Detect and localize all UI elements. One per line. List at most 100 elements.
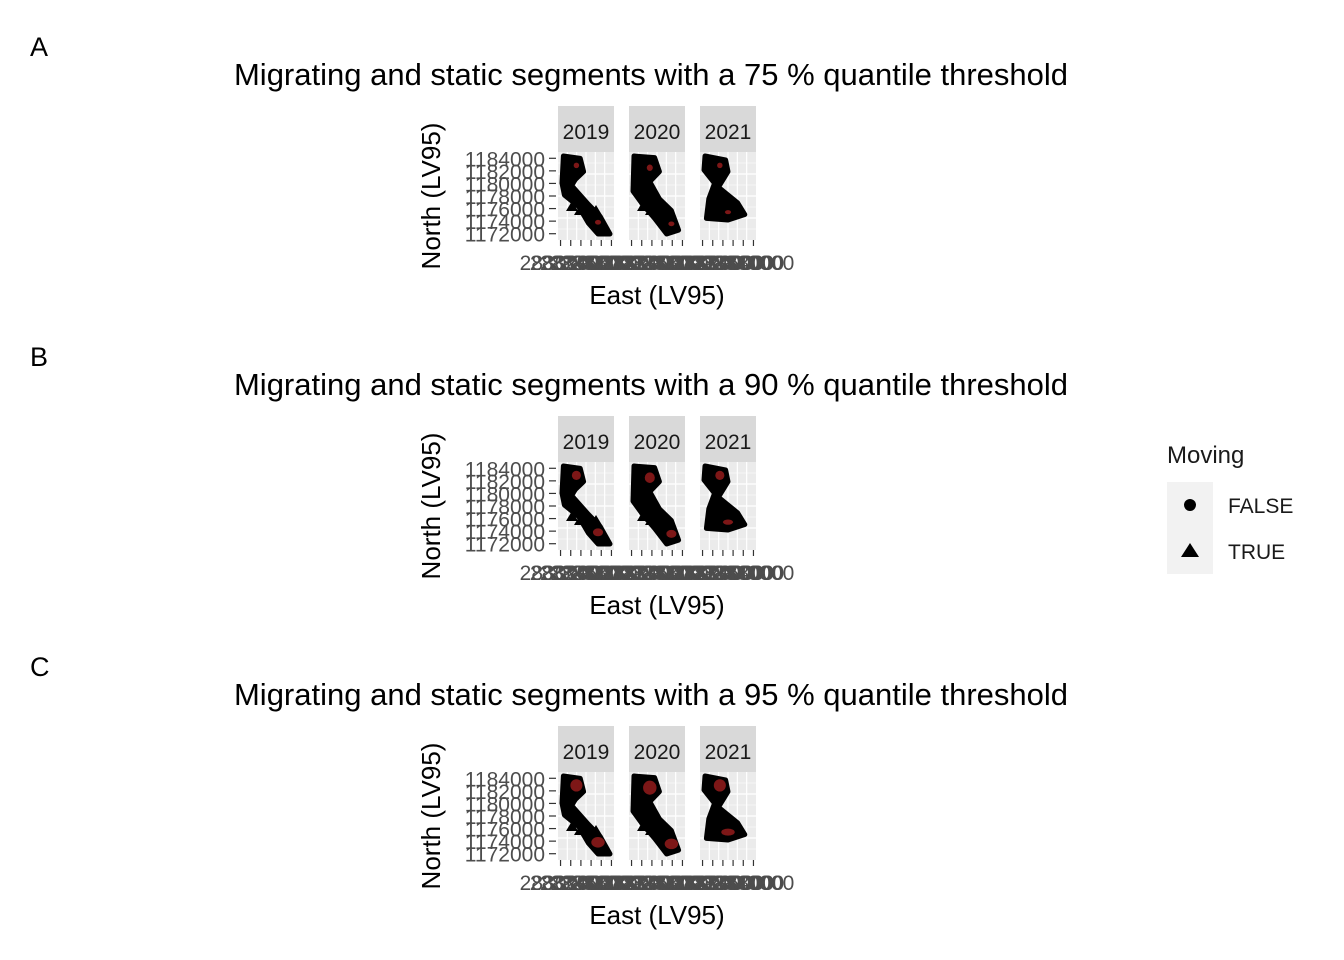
legend-label-true: TRUE: [1228, 541, 1285, 564]
y-tick-label: 1180000: [465, 173, 545, 196]
x-tick-label: 2832000: [672, 252, 754, 275]
moving-point: [574, 515, 586, 525]
x-tick-label: 2836000: [550, 252, 632, 275]
plot-row-A: A Migrating and static segments with a 75…: [30, 32, 1068, 310]
facet-label: 2019: [563, 741, 610, 764]
facet-strip: [558, 106, 614, 152]
x-tick-label: 2840000: [571, 252, 653, 275]
x-tick-label: 2836000: [692, 562, 774, 585]
y-tick-label: 1176000: [465, 819, 545, 842]
chart-title: Migrating and static segments with a 90 …: [234, 367, 1068, 402]
x-tick-label: 2836000: [550, 872, 632, 895]
x-tick-label: 2838000: [631, 872, 713, 895]
static-point: [715, 470, 725, 480]
y-tick-label: 1174000: [465, 211, 545, 234]
y-tick-label: 1182000: [465, 161, 545, 184]
chart-title: Migrating and static segments with a 75 …: [234, 57, 1068, 92]
moving-point: [645, 825, 657, 835]
x-tick-label: 2832000: [672, 872, 754, 895]
moving-point: [708, 818, 720, 828]
y-tick-label: 1172000: [465, 534, 545, 557]
moving-point: [653, 821, 665, 831]
static-point: [722, 519, 734, 525]
x-tick-labels: 2830000283200028340002836000283800028400…: [520, 252, 795, 275]
moving-point: [716, 202, 728, 212]
x-tick-label: 2836000: [692, 252, 774, 275]
moving-point: [716, 512, 728, 522]
facet-label: 2020: [634, 431, 681, 454]
x-tick-label: 2830000: [662, 252, 744, 275]
x-tick-label: 2830000: [591, 252, 673, 275]
x-tick-label: 2832000: [601, 252, 683, 275]
moving-point: [724, 508, 736, 518]
static-point: [721, 828, 735, 836]
static-point: [646, 164, 653, 171]
moving-point: [724, 818, 736, 828]
legend-triangle-icon: [1181, 543, 1199, 557]
y-tick-label: 1174000: [465, 831, 545, 854]
chart-title: Migrating and static segments with a 95 …: [234, 677, 1068, 712]
moving-point: [661, 515, 673, 525]
x-tick-label: 2840000: [571, 562, 653, 585]
x-tick-label: 2836000: [621, 872, 703, 895]
static-point: [644, 472, 655, 483]
static-point: [666, 529, 677, 538]
facet-label: 2019: [563, 431, 610, 454]
facet-strip: [700, 726, 756, 772]
x-tick-label: 2832000: [530, 252, 612, 275]
x-tick-labels: 2830000283200028340002836000283800028400…: [520, 872, 795, 895]
plot-row-C: C Migrating and static segments with a 95…: [30, 652, 1068, 930]
facet-2020: 2020: [629, 106, 685, 246]
facet-strip: [629, 416, 685, 462]
static-point: [571, 470, 581, 480]
moving-point: [653, 511, 665, 521]
facet-label: 2019: [563, 121, 610, 144]
static-point: [668, 221, 675, 227]
x-tick-label: 2832000: [530, 872, 612, 895]
static-point: [713, 779, 726, 792]
x-tick-label: 2838000: [702, 562, 784, 585]
facet-2020: 2020: [629, 416, 685, 556]
moving-point: [732, 202, 744, 212]
legend-label-false: FALSE: [1228, 495, 1293, 518]
x-axis-label: East (LV95): [589, 900, 724, 930]
x-tick-label: 2840000: [642, 562, 724, 585]
moving-point: [590, 515, 602, 525]
facet-2019: 2019: [558, 106, 614, 246]
static-point: [573, 162, 580, 169]
x-tick-label: 2838000: [560, 562, 642, 585]
moving-point: [724, 198, 736, 208]
x-tick-label: 2836000: [621, 252, 703, 275]
legend-title: Moving: [1167, 442, 1244, 469]
facet-label: 2020: [634, 741, 681, 764]
x-tick-label: 2838000: [560, 872, 642, 895]
x-tick-label: 2836000: [621, 562, 703, 585]
y-tick-label: 1180000: [465, 483, 545, 506]
y-tick-label: 1180000: [465, 793, 545, 816]
legend-circle-icon: [1184, 499, 1196, 511]
static-point: [594, 219, 602, 225]
y-tick-label: 1176000: [465, 199, 545, 222]
x-tick-label: 2834000: [540, 872, 622, 895]
x-tick-label: 2832000: [601, 872, 683, 895]
moving-point: [645, 515, 657, 525]
x-tick-label: 2834000: [682, 562, 764, 585]
y-tick-label: 1172000: [465, 224, 545, 247]
x-tick-label: 2834000: [611, 252, 693, 275]
facet-2021: 2021: [700, 106, 756, 246]
y-tick-label: 1182000: [465, 781, 545, 804]
x-tick-label: 2832000: [672, 562, 754, 585]
x-tick-label: 2830000: [520, 562, 602, 585]
moving-point: [645, 205, 657, 215]
moving-point: [732, 822, 744, 832]
y-axis-label: North (LV95): [416, 123, 446, 270]
y-tick-label: 1174000: [465, 521, 545, 544]
x-tick-label: 2832000: [530, 562, 612, 585]
x-tick-label: 2840000: [713, 252, 795, 275]
moving-point: [582, 201, 594, 211]
x-tick-label: 2834000: [611, 562, 693, 585]
x-tick-label: 2838000: [702, 252, 784, 275]
static-point: [591, 837, 605, 848]
x-tick-label: 2838000: [702, 872, 784, 895]
